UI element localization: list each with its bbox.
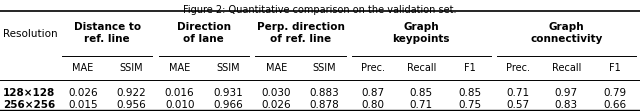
Text: 0.931: 0.931 <box>213 88 243 98</box>
Text: 0.026: 0.026 <box>262 100 291 110</box>
Text: 0.80: 0.80 <box>362 100 385 110</box>
Text: SSIM: SSIM <box>313 63 337 73</box>
Text: 0.85: 0.85 <box>410 88 433 98</box>
Text: 0.79: 0.79 <box>603 88 626 98</box>
Text: Graph
keypoints: Graph keypoints <box>392 22 450 44</box>
Text: 0.87: 0.87 <box>362 88 385 98</box>
Text: F1: F1 <box>464 63 476 73</box>
Text: Graph
connectivity: Graph connectivity <box>530 22 602 44</box>
Text: Distance to
ref. line: Distance to ref. line <box>74 22 141 44</box>
Text: 0.57: 0.57 <box>506 100 529 110</box>
Text: Figure 2: Quantitative comparison on the validation set.: Figure 2: Quantitative comparison on the… <box>183 5 457 15</box>
Text: 0.71: 0.71 <box>506 88 529 98</box>
Text: 0.010: 0.010 <box>165 100 195 110</box>
Text: 0.026: 0.026 <box>68 88 98 98</box>
Text: MAE: MAE <box>72 63 93 73</box>
Text: 0.030: 0.030 <box>262 88 291 98</box>
Text: 0.75: 0.75 <box>458 100 481 110</box>
Text: 0.66: 0.66 <box>603 100 626 110</box>
Text: Prec.: Prec. <box>361 63 385 73</box>
Text: 0.015: 0.015 <box>68 100 98 110</box>
Text: MAE: MAE <box>266 63 287 73</box>
Text: Resolution: Resolution <box>3 29 58 39</box>
Text: 256×256: 256×256 <box>3 100 56 110</box>
Text: 0.956: 0.956 <box>116 100 146 110</box>
Text: 0.83: 0.83 <box>555 100 578 110</box>
Text: Recall: Recall <box>406 63 436 73</box>
Text: 0.85: 0.85 <box>458 88 481 98</box>
Text: F1: F1 <box>609 63 620 73</box>
Text: SSIM: SSIM <box>120 63 143 73</box>
Text: Direction
of lane: Direction of lane <box>177 22 231 44</box>
Text: 0.016: 0.016 <box>165 88 195 98</box>
Text: 0.97: 0.97 <box>555 88 578 98</box>
Text: 0.883: 0.883 <box>310 88 339 98</box>
Text: MAE: MAE <box>169 63 190 73</box>
Text: 0.922: 0.922 <box>116 88 146 98</box>
Text: Recall: Recall <box>552 63 581 73</box>
Text: Prec.: Prec. <box>506 63 530 73</box>
Text: Perp. direction
of ref. line: Perp. direction of ref. line <box>257 22 344 44</box>
Text: 0.966: 0.966 <box>213 100 243 110</box>
Text: SSIM: SSIM <box>216 63 240 73</box>
Text: 128×128: 128×128 <box>3 88 56 98</box>
Text: 0.878: 0.878 <box>310 100 339 110</box>
Text: 0.71: 0.71 <box>410 100 433 110</box>
